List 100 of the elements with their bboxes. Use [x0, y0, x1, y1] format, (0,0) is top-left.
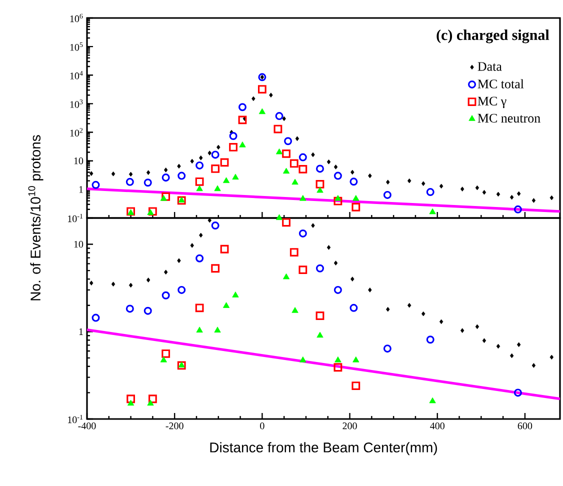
legend-label: MC total [478, 79, 524, 88]
point [220, 158, 229, 167]
point [148, 207, 157, 216]
point [429, 397, 436, 404]
point [316, 264, 324, 272]
y-tick-label: 10$^{-1}$ [68, 414, 83, 424]
point [422, 311, 426, 316]
point [276, 214, 283, 220]
point [214, 326, 221, 333]
point [334, 194, 342, 201]
point [177, 258, 181, 264]
point [550, 195, 554, 200]
point [128, 172, 133, 177]
point [439, 319, 444, 324]
y-tick-label: 1 [79, 328, 83, 335]
point [196, 185, 203, 192]
point [90, 171, 94, 176]
point [290, 159, 298, 168]
point [298, 266, 308, 274]
point [239, 142, 246, 148]
point [195, 304, 204, 312]
y-tick-label: 10$^{4}$ [70, 70, 83, 80]
point [292, 307, 298, 313]
legend-label: MC γ [478, 96, 506, 108]
point [311, 223, 315, 228]
y-tick-label: 1 [79, 186, 83, 193]
point [407, 302, 412, 308]
point [164, 270, 168, 275]
y-tick-label: 10$^{6}$ [70, 14, 83, 22]
x-tick-label: 200 [342, 422, 357, 430]
x-tick-label: 400 [430, 422, 444, 430]
point [334, 196, 342, 206]
point [282, 218, 290, 227]
point [177, 361, 186, 370]
point [316, 180, 324, 188]
point [300, 356, 306, 362]
point [386, 180, 390, 185]
point [90, 280, 94, 286]
point [496, 192, 500, 197]
point [162, 291, 170, 300]
point [350, 304, 358, 312]
point [211, 164, 220, 173]
point [368, 173, 372, 178]
point [439, 184, 444, 189]
x-tick-label: -200 [166, 422, 184, 430]
point [128, 282, 133, 288]
point [178, 362, 185, 368]
point [316, 312, 324, 320]
point [177, 196, 186, 205]
point [199, 155, 203, 160]
point [510, 353, 514, 358]
point [352, 202, 360, 212]
point [147, 209, 154, 215]
point [426, 336, 434, 344]
point [190, 158, 194, 164]
point [144, 306, 152, 315]
point [162, 174, 170, 182]
point [126, 394, 135, 404]
point [334, 363, 342, 372]
point [386, 306, 390, 312]
point [232, 174, 239, 180]
point [475, 185, 480, 190]
point [208, 150, 212, 156]
point [311, 152, 315, 158]
point [232, 292, 239, 298]
point [516, 342, 521, 348]
point [334, 260, 338, 266]
point [162, 349, 170, 358]
point [298, 229, 307, 238]
point [222, 302, 230, 308]
point [196, 326, 203, 333]
y-tick-label: 10$^{2}$ [70, 128, 83, 136]
point [160, 356, 167, 362]
point [334, 172, 342, 180]
point [298, 153, 307, 162]
point [220, 244, 229, 254]
point [274, 124, 282, 134]
point [195, 177, 204, 186]
point [350, 170, 354, 175]
point [422, 181, 426, 186]
point [196, 161, 204, 170]
point [178, 286, 186, 294]
point [111, 282, 116, 287]
x-tick-label: 0 [260, 422, 264, 430]
point [275, 112, 284, 120]
y-tick-label: 10$^{3}$ [70, 100, 83, 108]
y-tick-label: 10$^{-1}$ [68, 214, 83, 222]
point [258, 108, 266, 114]
point [126, 304, 134, 313]
y-tick-label: 10$^{5}$ [70, 42, 83, 51]
point [269, 92, 273, 98]
point [475, 324, 480, 330]
point [298, 165, 308, 174]
point [258, 85, 266, 94]
point [211, 150, 220, 159]
point [229, 143, 238, 152]
point [292, 178, 298, 185]
point [350, 276, 354, 282]
point [316, 332, 324, 338]
point [383, 344, 392, 353]
